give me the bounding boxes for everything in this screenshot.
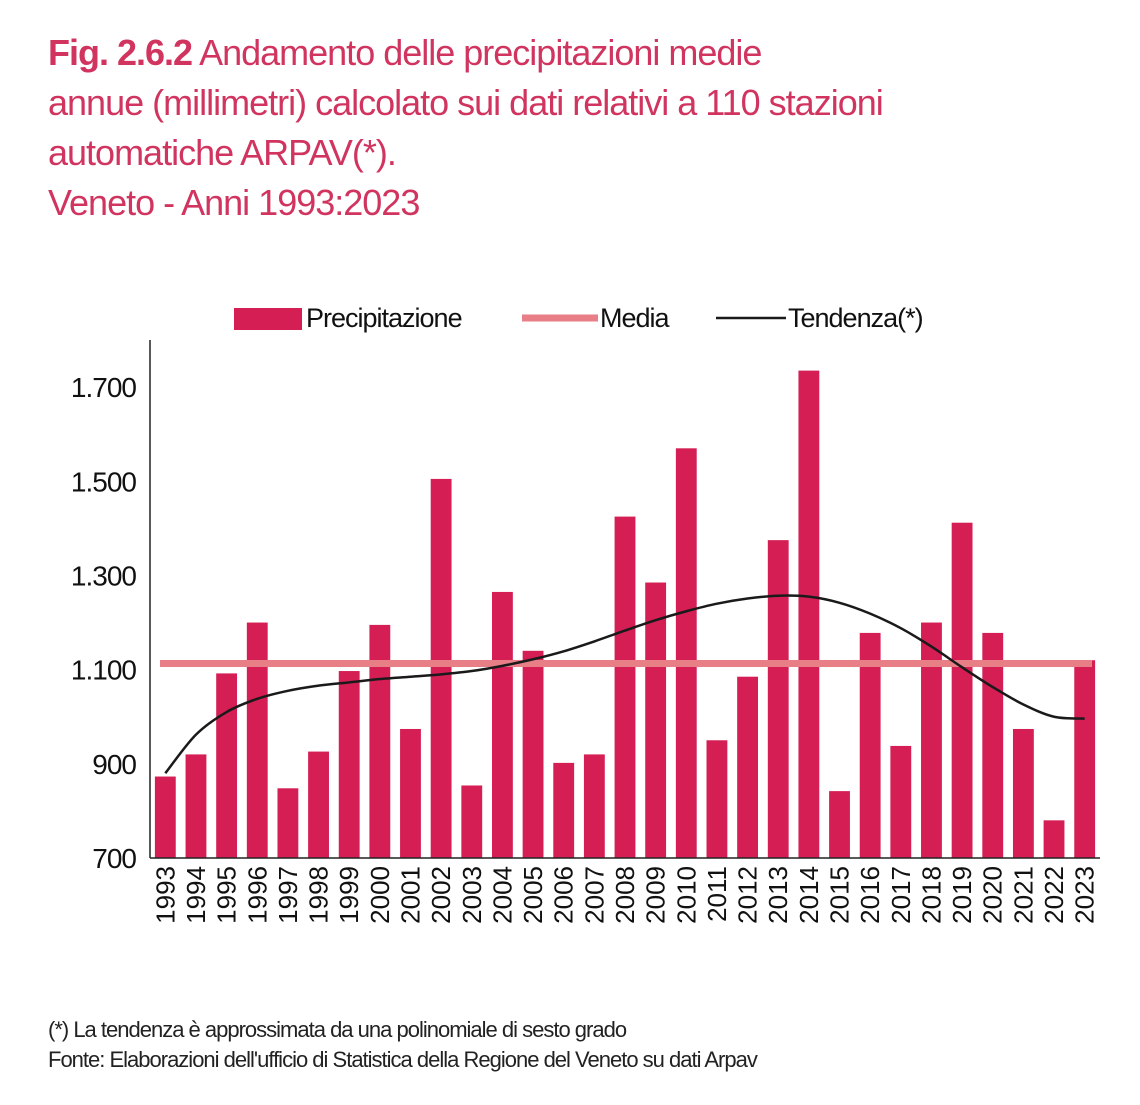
bar [1074,660,1096,858]
bar [246,622,268,858]
bar [430,478,452,858]
x-tick-label: 2015 [825,866,855,924]
x-tick-label: 2011 [702,866,732,922]
legend-label-tendenza: Tendenza(*) [788,303,923,333]
bar [767,540,789,858]
x-tick-label: 1993 [150,866,180,924]
bar [1043,820,1065,858]
tendenza-line [164,594,1085,775]
x-tick-label: 1994 [181,866,211,924]
bar [829,791,850,858]
legend-swatch-precipitazione [234,308,302,330]
x-tick-label: 2010 [671,866,701,924]
y-tick-label: 900 [92,749,136,780]
bar [553,762,575,858]
x-tick-label: 2005 [518,866,548,924]
x-tick-label: 2004 [487,866,517,924]
footnote: (*) La tendenza è approssimata da una po… [48,1017,627,1042]
x-tick-label: 2020 [978,866,1008,924]
y-tick-label: 700 [92,843,136,874]
bar [859,632,881,858]
y-tick-label: 1.500 [71,466,136,497]
x-tick-label: 2009 [641,866,671,924]
y-tick-label: 1.300 [71,560,136,591]
bar [583,754,605,858]
x-tick-label: 2013 [763,866,793,924]
x-tick-label: 2021 [1008,866,1038,924]
title-line-4: Veneto - Anni 1993:2023 [48,182,420,223]
bar [614,516,636,858]
bar [369,624,391,858]
bar [921,622,942,858]
bar [216,673,238,858]
bar [185,754,207,858]
precipitation-chart: Precipitazione Media Tendenza(*) 1.700 1.50… [71,303,1100,924]
chart-legend: Precipitazione Media Tendenza(*) [234,303,924,333]
source-note: Fonte: Elaborazioni dell'ufficio di Stat… [48,1047,758,1072]
bar [645,582,667,858]
bar [277,788,299,858]
bar-series [154,370,1096,858]
x-tick-label: 2008 [610,866,640,924]
bar [461,785,483,858]
bar [522,650,544,858]
x-tick-label: 2012 [733,866,763,924]
bar [492,591,513,858]
figure-title: Fig. 2.6.2 Andamento delle precipitazion… [48,28,1108,228]
title-line-1: Fig. 2.6.2 Andamento delle precipitazion… [48,28,1108,78]
bar [1012,728,1034,858]
chart-footer: (*) La tendenza è approssimata da una po… [48,1015,1108,1075]
x-tick-label: 2003 [457,866,487,924]
bar [951,522,973,858]
bar [338,671,360,858]
y-tick-label: 1.100 [71,655,136,686]
bar [675,448,697,858]
bar [798,370,820,858]
title-line-3: automatiche ARPAV(*). [48,132,397,173]
x-tick-label: 1999 [334,866,364,924]
legend-label-media: Media [600,303,671,333]
x-tick-label: 2006 [549,866,579,924]
x-tick-label: 2002 [426,866,456,924]
bar [400,728,421,858]
x-tick-label: 1998 [304,866,334,924]
bar [890,745,912,858]
bar [706,740,728,858]
bar [308,751,329,858]
x-tick-label: 2007 [579,866,609,924]
x-tick-label: 2014 [794,866,824,924]
title-line-2: annue (millimetri) calcolato sui dati re… [48,82,884,123]
x-tick-label: 2019 [947,866,977,924]
title-text-1: Andamento delle precipitazioni medie [199,32,762,73]
x-tick-label: 2018 [916,866,946,924]
x-tick-label: 2022 [1039,866,1069,924]
line-series [160,594,1092,775]
x-tick-label: 1995 [212,866,242,924]
bar [154,776,176,858]
y-tick-label: 1.700 [71,372,136,403]
x-tick-label: 2023 [1070,866,1100,924]
x-tick-label: 2001 [395,866,425,924]
x-tick-label: 2017 [886,866,916,924]
x-axis: 1993 1994 1995 1996 1997 1998 1999 2000 2001 2002… [150,857,1100,924]
figure-number: Fig. 2.6.2 [48,32,193,73]
bar [737,676,758,858]
x-tick-label: 2016 [855,866,885,924]
legend-label-precipitazione: Precipitazione [306,303,462,333]
y-axis: 1.700 1.500 1.300 1.100 900 700 [71,340,151,874]
x-tick-label: 1997 [273,866,303,924]
x-tick-label: 1996 [242,866,272,924]
x-tick-label: 2000 [365,866,395,924]
